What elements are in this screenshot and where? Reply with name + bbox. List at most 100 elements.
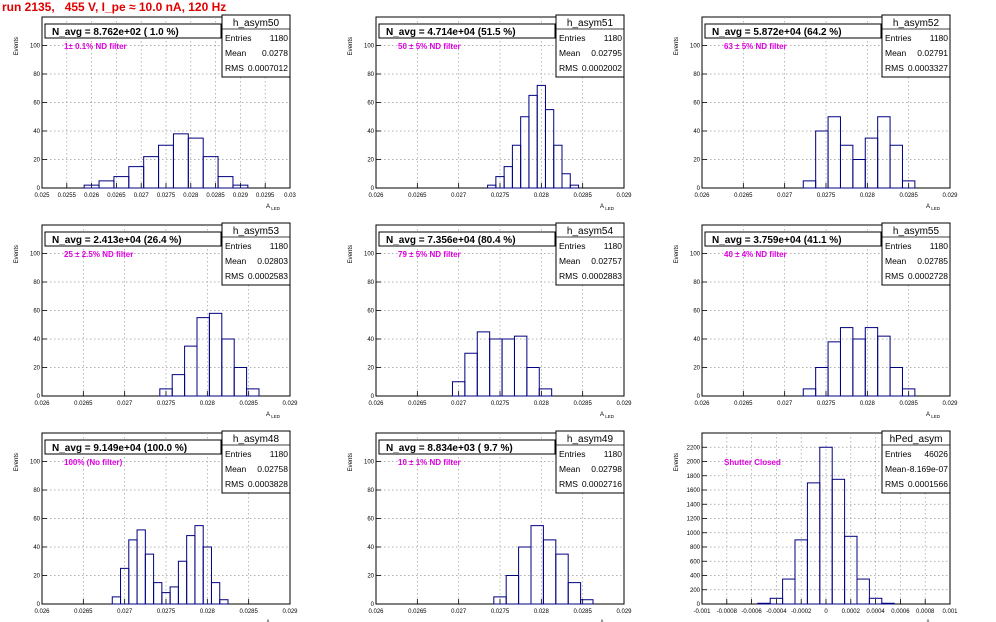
x-axis-title-subscript: LED: [930, 414, 941, 419]
histogram-panel-h_asym50: 0.025 0.0255 0.026 0.0265 0.027 0.0275 0.028 0.…: [14, 14, 296, 211]
x-tick-label: 0.0275: [491, 609, 510, 615]
histogram-panel-hPed_asym: -0.001 -0.0008 -0.0006 -0.0004 -0.0002 0 0.000…: [674, 430, 958, 622]
y-tick-label: 40: [367, 545, 374, 551]
y-tick-label: 0: [371, 602, 375, 608]
y-tick-label: 200: [690, 588, 701, 594]
x-tick-label: 0.026: [84, 193, 100, 199]
stats-label: Mean: [885, 464, 907, 474]
x-tick-label: -0.001: [693, 609, 711, 615]
filter-annotation: 79 ± 5% ND filter: [398, 250, 461, 259]
x-tick-label: 0.0008: [916, 609, 935, 615]
histogram-bin: [555, 553, 569, 605]
y-tick-label: 60: [367, 309, 374, 315]
histogram-title: N_avg = 2.413e+04 (26.4 %): [52, 235, 182, 246]
y-tick-label: 40: [367, 129, 374, 135]
filter-annotation: 100% (No filter): [64, 458, 123, 467]
filter-annotation: Shutter Closed: [724, 458, 781, 467]
stats-value: 0.0002883: [582, 271, 622, 281]
y-tick-label: 0: [697, 602, 701, 608]
x-tick-label: 0.0004: [866, 609, 885, 615]
y-tick-label: 80: [367, 280, 374, 286]
stats-value: 0.02758: [257, 464, 288, 474]
y-axis-title: Events: [674, 37, 680, 55]
stats-value: 1180: [930, 33, 949, 43]
x-tick-label: 0.026: [34, 609, 50, 615]
x-tick-label: 0.0265: [107, 193, 126, 199]
x-tick-label: 0.028: [183, 193, 199, 199]
x-tick-label: 0.029: [233, 193, 249, 199]
stats-name: h_asym49: [567, 434, 614, 445]
stats-value: 0.0007012: [248, 63, 288, 73]
y-tick-label: 0: [37, 186, 41, 192]
stats-value: -8.169e-07: [907, 464, 948, 474]
stats-label: Entries: [559, 241, 585, 251]
y-tick-label: 0: [37, 602, 41, 608]
y-axis-title: Events: [14, 37, 20, 55]
histogram-title: N_avg = 8.762e+02 ( 1.0 %): [52, 27, 179, 38]
stats-box: [555, 430, 625, 494]
x-tick-label: 0.027: [117, 609, 133, 615]
y-axis-title: Events: [14, 245, 20, 263]
stats-value: 1180: [604, 241, 623, 251]
stats-name: h_asym48: [233, 434, 280, 445]
histogram-bin: [868, 597, 883, 605]
x-tick-label: 0.028: [534, 609, 550, 615]
histogram-panel-h_asym53: 0.026 0.0265 0.027 0.0275 0.028 0.0285 0.029 0 2…: [14, 222, 298, 419]
filter-annotation: 63 ± 5% ND filter: [724, 42, 787, 51]
x-axis-title: A LED: [266, 412, 281, 419]
stats-value: 1180: [604, 449, 623, 459]
stats-box: [221, 222, 291, 286]
stats-label: Entries: [559, 33, 585, 43]
y-tick-label: 1600: [687, 488, 701, 494]
x-tick-label: 0.029: [616, 401, 632, 407]
x-tick-label: 0.027: [777, 193, 793, 199]
y-tick-label: 20: [367, 574, 374, 580]
histogram-bin: [567, 582, 582, 605]
histogram-panel-h_asym48: 0.026 0.0265 0.027 0.0275 0.028 0.0285 0.029 0 2…: [14, 430, 298, 622]
stats-box: [881, 14, 951, 78]
x-tick-label: 0.0275: [491, 401, 510, 407]
histogram-bin: [144, 553, 155, 605]
histogram-title: N_avg = 8.834e+03 ( 9.7 %): [386, 443, 513, 454]
stats-box: [221, 14, 291, 78]
stats-label: Entries: [225, 33, 251, 43]
y-tick-label: 800: [690, 545, 701, 551]
histogram-panel-h_asym49: 0.026 0.0265 0.027 0.0275 0.028 0.0285 0.029 0 2…: [348, 430, 632, 622]
histogram-bin: [219, 599, 229, 605]
y-tick-label: 60: [693, 309, 700, 315]
stats-value: 46026: [924, 449, 948, 459]
x-tick-label: 0.0265: [408, 609, 427, 615]
stats-label: Mean: [225, 256, 247, 266]
histogram-bin: [217, 176, 234, 189]
title-box: [44, 231, 222, 247]
x-tick-label: 0.029: [616, 193, 632, 199]
title-box: [44, 439, 222, 455]
stats-box: [221, 430, 291, 494]
y-tick-label: 80: [33, 280, 40, 286]
filter-annotation: 40 ± 4% ND filter: [724, 250, 787, 259]
x-tick-label: 0.028: [860, 401, 876, 407]
y-tick-label: 400: [690, 574, 701, 580]
stats-label: Mean: [559, 48, 581, 58]
x-tick-label: 0.03: [284, 193, 296, 199]
filter-annotation: 1± 0.1% ND filter: [64, 42, 127, 51]
x-tick-label: -0.0006: [741, 609, 762, 615]
y-tick-label: 60: [367, 517, 374, 523]
histogram-bin: [202, 156, 219, 189]
x-tick-label: 0.0295: [256, 193, 275, 199]
stats-value: 0.0002583: [248, 271, 288, 281]
x-tick-label: 0.027: [134, 193, 150, 199]
x-tick-label: 0.0275: [817, 193, 836, 199]
histogram-bin: [538, 388, 553, 397]
x-tick-label: 0.0275: [157, 609, 176, 615]
histogram-bin: [856, 578, 870, 605]
x-tick-label: 0.026: [694, 401, 710, 407]
x-tick-label: 0.029: [282, 401, 298, 407]
histogram-title: N_avg = 3.759e+04 (41.1 %): [712, 235, 842, 246]
histogram-title: N_avg = 4.714e+04 (51.5 %): [386, 27, 516, 38]
histogram-bin: [901, 180, 916, 189]
stats-label: RMS: [225, 271, 244, 281]
y-tick-label: 20: [693, 366, 700, 372]
stats-label: RMS: [225, 63, 244, 73]
stats-value: 1180: [604, 33, 623, 43]
